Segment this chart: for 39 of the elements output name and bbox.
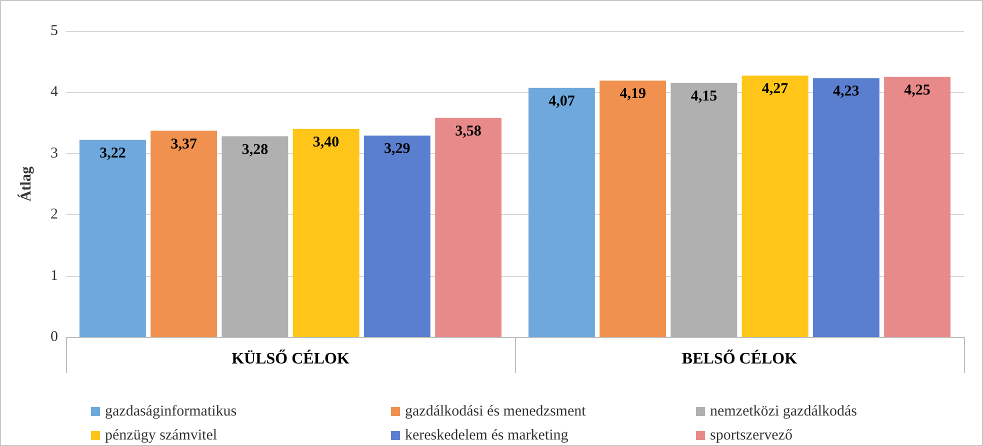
y-axis-title: Átlag — [18, 166, 34, 202]
y-tick-label: 4 — [50, 84, 58, 100]
text: 4,27 — [762, 81, 788, 98]
bar — [884, 76, 951, 337]
text: 4,15 — [690, 88, 718, 105]
bar — [222, 136, 288, 337]
bar — [670, 83, 738, 337]
bar — [812, 78, 880, 337]
bar — [528, 88, 595, 337]
bar — [364, 136, 430, 337]
x-tick-label: KÜLSŐ CÉLOK — [232, 350, 350, 368]
y-tick-label: 5 — [50, 23, 58, 39]
x-tick-label: BELSŐ CÉLOK — [682, 350, 798, 368]
text: 4,25 — [904, 82, 930, 98]
legend-label: kereskedelem és marketing — [405, 428, 569, 444]
legend-label: sportszervező — [710, 428, 792, 444]
text: 3,28 — [242, 142, 268, 158]
legend-label: gazdálkodási és menedzsment — [405, 404, 587, 420]
text: 4,19 — [620, 86, 646, 102]
legend-label: gazdaságinformatikus — [105, 404, 237, 420]
bar — [150, 130, 218, 337]
y-tick-label: 1 — [50, 268, 58, 284]
y-tick-label: 3 — [50, 145, 58, 162]
text: 3,40 — [312, 134, 340, 150]
text: 3,58 — [455, 123, 482, 140]
text: 4,23 — [833, 84, 860, 100]
bar — [742, 76, 808, 337]
text: 4,07 — [548, 93, 575, 110]
text: 3,22 — [100, 145, 126, 162]
legend-label: nemzetközi gazdálkodás — [710, 404, 858, 420]
bar — [600, 80, 666, 337]
y-tick-label: 0 — [50, 329, 58, 345]
legend-label: pénzügy számvitel — [105, 428, 218, 444]
bar — [435, 118, 502, 337]
bar — [79, 140, 146, 337]
text: 3,29 — [384, 141, 410, 158]
text: 3,37 — [170, 136, 197, 152]
bar — [292, 128, 360, 337]
y-tick-label: 2 — [50, 206, 58, 223]
